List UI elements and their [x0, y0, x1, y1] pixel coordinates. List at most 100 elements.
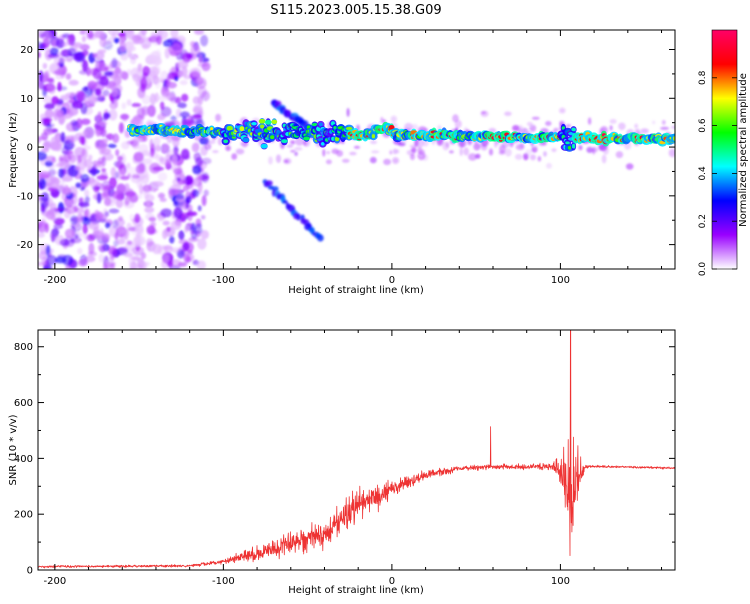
spectrogram-speckle: [514, 153, 523, 160]
spectrogram-scatter-cell: [102, 186, 113, 191]
spectrogram-speckle: [640, 128, 649, 134]
spectrogram-scatter-cell: [56, 184, 65, 191]
spectrogram-scatter-cell: [142, 43, 150, 50]
spectrogram-scatter-cell: [146, 225, 156, 235]
spectrogram-speckle: [349, 151, 357, 156]
spectrogram-branch-cell: [265, 180, 273, 186]
spectrogram-scatter-cell: [66, 34, 73, 46]
spectrogram-band-cell: [311, 123, 318, 127]
spectrogram-speckle: [410, 153, 415, 161]
spectrogram-speckle: [566, 124, 571, 128]
spectrogram-scatter-cell: [118, 122, 124, 134]
spectrogram-scatter-cell: [192, 226, 203, 234]
spectrogram-scatter-cell: [38, 30, 45, 39]
spectrogram-band-cell: [271, 119, 278, 125]
spectrogram-scatter-cell: [38, 232, 45, 238]
spectrogram-scatter-cell: [61, 175, 73, 182]
spectrogram-speckle: [468, 153, 477, 161]
spectrogram-scatter-cell: [124, 191, 137, 197]
spectrogram-speckle: [204, 143, 212, 151]
spectrogram-speckle: [322, 148, 326, 157]
spectrogram-scatter-cell: [38, 151, 47, 161]
colorbar-tick-label: 0.2: [698, 214, 708, 228]
spectrogram-speckle: [481, 111, 487, 115]
spectrogram-scatter-cell: [158, 192, 165, 199]
spectrogram-scatter-cell: [108, 208, 120, 214]
spectrogram-scatter-cell: [133, 151, 144, 163]
spectrogram-speckle: [668, 148, 675, 158]
spectrogram-scatter-cell: [83, 86, 88, 91]
spectrogram-scatter-cell: [46, 255, 58, 266]
spectrogram-scatter-cell: [138, 260, 147, 269]
spectrogram-scatter-cell: [79, 30, 86, 35]
spectrogram-branch-cell: [296, 213, 301, 221]
spectrogram-scatter-cell: [157, 216, 164, 222]
spectrogram-scatter-cell: [179, 111, 190, 118]
spectrogram-scatter-cell: [116, 193, 125, 201]
spectrogram-scatter-cell: [180, 213, 186, 223]
spectrogram-scatter-cell: [113, 98, 118, 108]
spectrogram-scatter-cell: [201, 157, 212, 165]
spectrogram-scatter-cell: [140, 77, 148, 90]
spectrogram-branch-cell: [317, 234, 324, 242]
spectrogram-speckle: [534, 144, 538, 151]
spectrogram-scatter-cell: [152, 166, 165, 171]
spectrogram-scatter-cell: [168, 45, 174, 54]
spectrogram-scatter-cell: [112, 68, 123, 79]
spectrogram-scatter-cell: [55, 162, 65, 168]
spectrogram-speckle: [290, 140, 296, 145]
spectrogram-scatter-cell: [192, 96, 201, 105]
spectrogram-scatter-cell: [76, 213, 84, 223]
spectrogram-scatter-cell: [67, 107, 79, 116]
spectrogram-scatter-cell: [94, 30, 104, 37]
spectrogram-band-cell: [345, 126, 353, 130]
spectrogram-scatter-cell: [146, 238, 154, 247]
spectrogram-speckle: [537, 156, 542, 162]
spectrogram-scatter-cell: [140, 174, 150, 185]
spectrogram-scatter-cell: [96, 175, 109, 181]
spectrogram-branch-cell: [271, 189, 277, 197]
spectrogram-scatter-cell: [132, 236, 142, 247]
spectrogram-scatter-cell: [201, 61, 211, 72]
spectrogram-scatter-cell: [123, 252, 133, 258]
spectrogram-scatter-cell: [130, 255, 142, 261]
spectrogram-scatter-cell: [179, 80, 188, 86]
figure-title: S115.2023.005.15.38.G09: [270, 3, 441, 18]
snr-panel: -200 -100 0 100 0 200 400 600 800 Height of stra…: [8, 329, 676, 596]
spectrogram-scatter-cell: [200, 215, 206, 220]
spectrogram-band-cell: [571, 127, 576, 132]
spectrogram-speckle: [346, 107, 350, 117]
spectrogram-scatter-cell: [160, 70, 169, 80]
spectrogram-x-tick-label: 0: [389, 275, 395, 286]
spectrogram-speckle: [671, 125, 675, 129]
spectrogram-speckle: [295, 137, 304, 146]
spectrogram-speckle: [294, 151, 298, 156]
spectrogram-scatter-cell: [170, 30, 179, 39]
spectrogram-scatter-cell: [55, 74, 64, 80]
spectrogram-branch-cell: [307, 222, 312, 231]
spectrogram-scatter-cell: [93, 162, 105, 169]
spectrogram-scatter-cell: [181, 93, 189, 102]
spectrogram-band-cell: [303, 136, 310, 141]
spectrogram-speckle: [283, 157, 292, 165]
spectrogram-speckle: [546, 162, 552, 169]
spectrogram-speckle: [215, 113, 222, 122]
spectrogram-scatter-cell: [174, 218, 183, 226]
spectrogram-scatter-cell: [173, 168, 183, 175]
spectrogram-speckle: [545, 121, 552, 126]
spectrogram-scatter-cell: [122, 113, 128, 123]
spectrogram-band-cell: [571, 143, 576, 149]
spectrogram-scatter-cell: [47, 77, 54, 83]
spectrogram-scatter-cell: [50, 136, 57, 149]
spectrogram-scatter-cell: [150, 221, 156, 228]
spectrogram-speckle: [586, 146, 593, 153]
spectrogram-speckle: [454, 119, 462, 129]
spectrogram-scatter-cell: [78, 201, 90, 208]
spectrogram-scatter-cell: [71, 193, 78, 206]
spectrogram-scatter-cell: [38, 228, 47, 234]
spectrogram-band-cell: [239, 126, 245, 132]
spectrogram-scatter-cell: [115, 239, 126, 245]
colorbar-tick-label: 0.4: [698, 166, 708, 181]
spectrogram-scatter-cell: [192, 165, 202, 175]
spectrogram-scatter-cell: [140, 30, 147, 36]
